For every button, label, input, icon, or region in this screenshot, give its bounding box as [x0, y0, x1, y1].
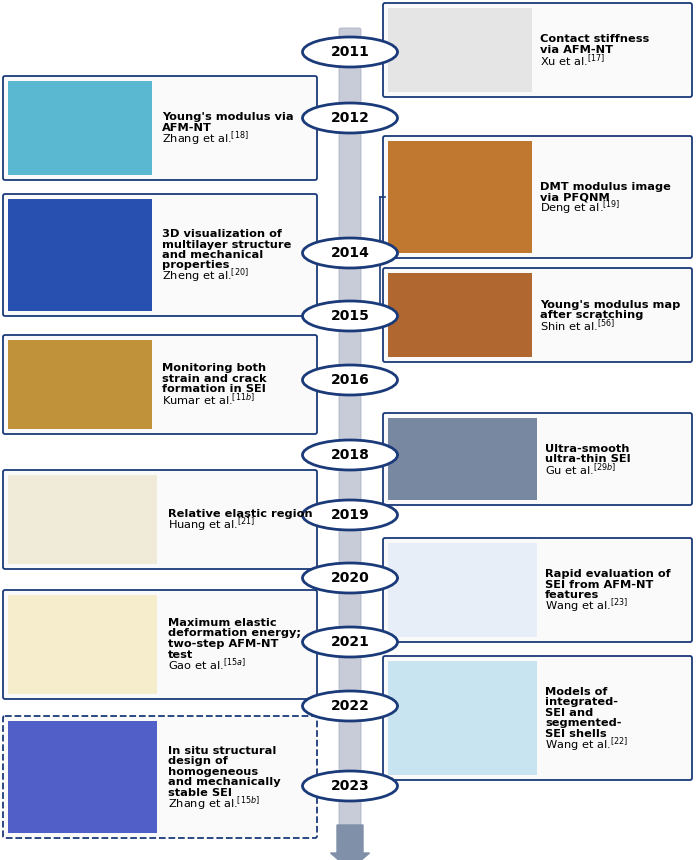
Text: 2022: 2022 [330, 699, 370, 713]
FancyBboxPatch shape [383, 413, 692, 505]
Text: Models of: Models of [545, 687, 608, 697]
FancyBboxPatch shape [3, 716, 317, 838]
Text: Contact stiffness: Contact stiffness [540, 34, 650, 45]
Text: Young's modulus map: Young's modulus map [540, 299, 680, 310]
Text: SEI from AFM-NT: SEI from AFM-NT [545, 580, 653, 590]
Text: Shin et al.$^{[56]}$: Shin et al.$^{[56]}$ [540, 317, 615, 334]
Text: homogeneous: homogeneous [168, 767, 258, 777]
Bar [8, 199, 152, 311]
Ellipse shape [302, 691, 398, 721]
Ellipse shape [302, 103, 398, 133]
Text: Zhang et al.$^{[15b]}$: Zhang et al.$^{[15b]}$ [168, 794, 260, 813]
FancyBboxPatch shape [383, 538, 692, 642]
Ellipse shape [302, 627, 398, 657]
Text: 3D visualization of: 3D visualization of [162, 229, 282, 239]
Text: Rapid evaluation of: Rapid evaluation of [545, 569, 671, 580]
Text: 2014: 2014 [330, 246, 370, 260]
Text: Gao et al.$^{[15a]}$: Gao et al.$^{[15a]}$ [168, 657, 246, 673]
Text: stable SEI: stable SEI [168, 788, 232, 798]
Text: formation in SEI: formation in SEI [162, 384, 266, 394]
FancyBboxPatch shape [3, 194, 317, 316]
Text: Kumar et al.$^{[11b]}$: Kumar et al.$^{[11b]}$ [162, 391, 255, 408]
Text: ultra-thin SEI: ultra-thin SEI [545, 454, 631, 464]
Text: features: features [545, 590, 599, 600]
Text: two-step AFM-NT: two-step AFM-NT [168, 639, 279, 649]
Text: 2023: 2023 [330, 779, 370, 793]
Bar [388, 418, 537, 500]
Bar [388, 141, 532, 253]
Text: 2016: 2016 [330, 373, 370, 387]
Text: DMT modulus image: DMT modulus image [540, 181, 671, 192]
Bar [8, 340, 152, 429]
Text: Wang et al.$^{[23]}$: Wang et al.$^{[23]}$ [545, 597, 628, 615]
FancyBboxPatch shape [339, 28, 361, 827]
Bar [388, 543, 537, 637]
Ellipse shape [302, 771, 398, 801]
Bar [388, 273, 532, 357]
Ellipse shape [302, 301, 398, 331]
Ellipse shape [302, 365, 398, 395]
FancyBboxPatch shape [383, 3, 692, 97]
Text: Zheng et al.$^{[20]}$: Zheng et al.$^{[20]}$ [162, 267, 248, 286]
Bar [8, 475, 157, 564]
Text: test: test [168, 649, 193, 660]
Text: Ultra-smooth: Ultra-smooth [545, 444, 629, 453]
Text: AFM-NT: AFM-NT [162, 123, 212, 133]
Ellipse shape [302, 238, 398, 268]
FancyBboxPatch shape [3, 590, 317, 699]
Text: Xu et al.$^{[17]}$: Xu et al.$^{[17]}$ [540, 52, 606, 69]
Ellipse shape [302, 37, 398, 67]
Text: Huang et al.$^{[21]}$: Huang et al.$^{[21]}$ [168, 515, 256, 533]
Bar [8, 81, 152, 175]
Text: 2015: 2015 [330, 309, 370, 323]
FancyBboxPatch shape [383, 136, 692, 258]
Text: design of: design of [168, 756, 228, 766]
Text: 2019: 2019 [330, 508, 370, 522]
Bar [8, 595, 157, 694]
Text: Young's modulus via: Young's modulus via [162, 113, 293, 122]
Text: Relative elastic region: Relative elastic region [168, 509, 313, 519]
Text: 2018: 2018 [330, 448, 370, 462]
Text: Deng et al.$^{[19]}$: Deng et al.$^{[19]}$ [540, 198, 620, 217]
Ellipse shape [302, 500, 398, 530]
Text: 2011: 2011 [330, 45, 370, 59]
Text: and mechanical: and mechanical [162, 250, 263, 260]
Text: properties: properties [162, 261, 230, 271]
Text: segmented-: segmented- [545, 718, 622, 728]
FancyArrow shape [330, 825, 370, 860]
Text: Wang et al.$^{[22]}$: Wang et al.$^{[22]}$ [545, 735, 628, 753]
Bar [388, 661, 537, 775]
Text: Gu et al.$^{[29b]}$: Gu et al.$^{[29b]}$ [545, 461, 616, 478]
Ellipse shape [302, 563, 398, 593]
Bar [8, 721, 157, 833]
FancyBboxPatch shape [3, 470, 317, 569]
FancyBboxPatch shape [3, 335, 317, 434]
Text: after scratching: after scratching [540, 310, 643, 320]
Bar [388, 8, 532, 92]
Text: SEI shells: SEI shells [545, 728, 607, 739]
Text: and mechanically: and mechanically [168, 777, 281, 787]
Text: multilayer structure: multilayer structure [162, 239, 291, 249]
Text: via AFM-NT: via AFM-NT [540, 45, 613, 55]
Text: 2021: 2021 [330, 635, 370, 649]
Ellipse shape [302, 440, 398, 470]
Text: via PFQNM: via PFQNM [540, 192, 610, 202]
Text: Monitoring both: Monitoring both [162, 363, 266, 373]
Text: 2020: 2020 [330, 571, 370, 585]
Text: SEI and: SEI and [545, 708, 594, 718]
Text: Zhang et al.$^{[18]}$: Zhang et al.$^{[18]}$ [162, 129, 248, 148]
FancyBboxPatch shape [3, 76, 317, 180]
Text: In situ structural: In situ structural [168, 746, 276, 756]
Text: integrated-: integrated- [545, 697, 618, 707]
Text: strain and crack: strain and crack [162, 374, 267, 384]
FancyBboxPatch shape [383, 268, 692, 362]
FancyBboxPatch shape [383, 656, 692, 780]
Text: Maximum elastic: Maximum elastic [168, 618, 276, 628]
Text: deformation energy;: deformation energy; [168, 629, 301, 638]
Text: 2012: 2012 [330, 111, 370, 125]
